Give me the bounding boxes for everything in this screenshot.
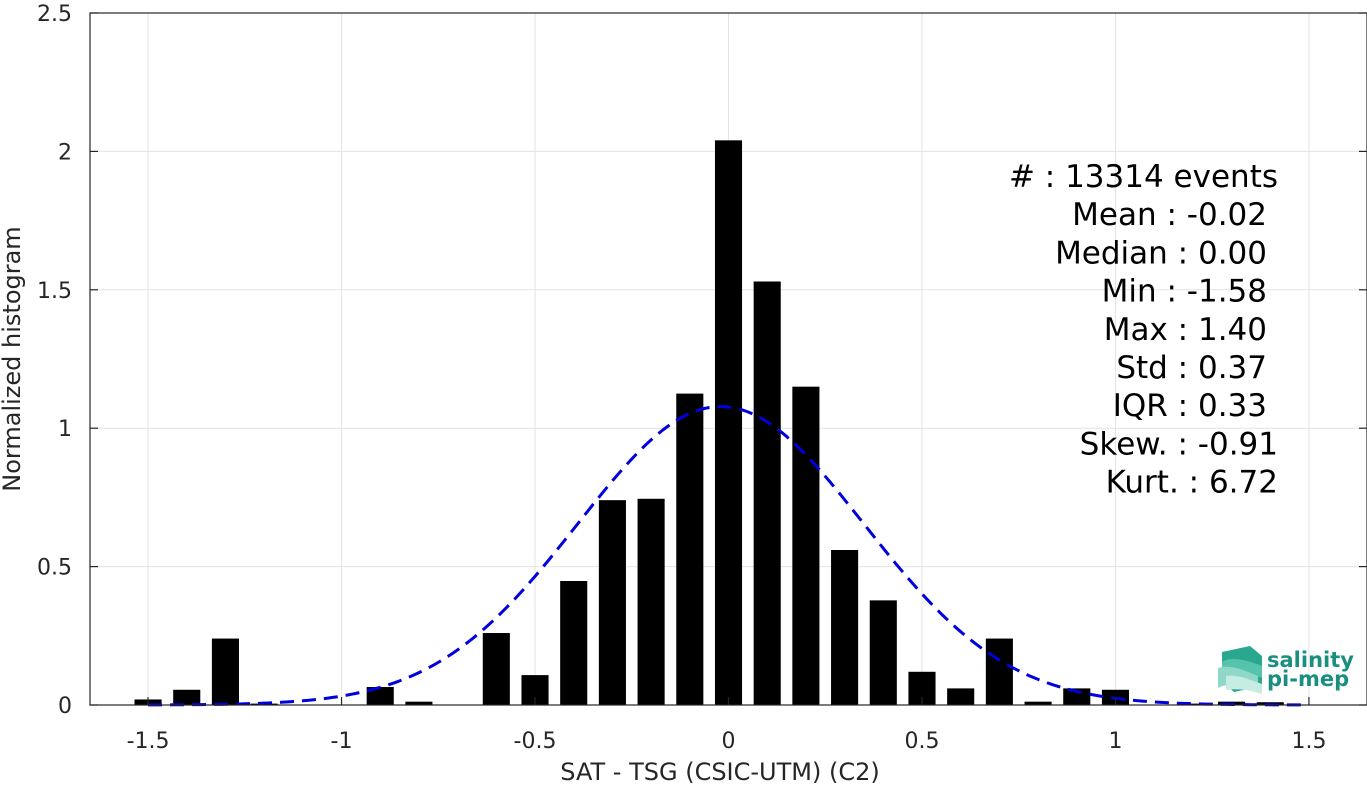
histogram-bar-19 — [869, 600, 897, 705]
stat-line-3: Min : -1.58 — [1102, 274, 1267, 310]
histogram-bar-13 — [637, 498, 665, 705]
histogram-bar-12 — [598, 500, 626, 705]
x-tick-label-1: -1 — [331, 729, 353, 754]
stat-line-8: Kurt. : 6.72 — [1106, 465, 1278, 501]
histogram-bar-7 — [405, 701, 433, 705]
histogram-bar-1 — [173, 689, 201, 705]
logo-line-1: salinity — [1267, 648, 1354, 672]
x-tick-label-0: -1.5 — [127, 729, 170, 754]
stat-line-2: Median : 0.00 — [1055, 235, 1267, 271]
histogram-bar-24 — [1063, 688, 1091, 705]
x-tick-label-5: 1 — [1108, 729, 1122, 754]
y-tick-label-4: 2 — [58, 140, 72, 165]
y-tick-label-2: 1 — [58, 417, 72, 442]
y-axis-label: Normalized histogram — [0, 226, 26, 491]
stat-line-5: Std : 0.37 — [1116, 350, 1267, 386]
salinity-pi-mep-logo: salinity pi-mep — [1218, 646, 1354, 694]
x-tick-label-2: -0.5 — [514, 729, 557, 754]
histogram-bar-2 — [211, 638, 239, 705]
stat-line-4: Max : 1.40 — [1104, 312, 1267, 348]
histogram-bar-22 — [985, 638, 1013, 705]
x-tick-label-4: 0.5 — [904, 729, 939, 754]
histogram-bars — [134, 140, 1284, 705]
histogram-bar-23 — [1024, 701, 1052, 705]
histogram-bar-6 — [366, 687, 394, 705]
y-tick-label-3: 1.5 — [37, 279, 72, 304]
x-tick-label-6: 1.5 — [1291, 729, 1326, 754]
x-tick-label-3: 0 — [722, 729, 736, 754]
histogram-bar-18 — [831, 549, 859, 705]
histogram-bar-15 — [714, 140, 743, 705]
histogram-bar-21 — [947, 688, 975, 705]
stat-line-1: Mean : -0.02 — [1072, 197, 1267, 233]
histogram-bar-14 — [676, 393, 704, 705]
logo-line-2: pi-mep — [1267, 667, 1349, 691]
histogram-bar-11 — [560, 580, 588, 705]
stat-line-7: Skew. : -0.91 — [1080, 426, 1278, 462]
x-axis-label: SAT - TSG (CSIC-UTM) (C2) — [560, 758, 879, 785]
stat-line-0: # : 13314 events — [1009, 159, 1278, 195]
y-tick-label-0: 0 — [58, 694, 72, 719]
x-tick-labels: -1.5 -1 -0.5 0 0.5 1 1.5 — [127, 729, 1327, 754]
histogram-bar-17 — [792, 386, 820, 705]
histogram-bar-9 — [482, 633, 510, 705]
axis-ticks — [90, 12, 1367, 706]
stat-line-6: IQR : 0.33 — [1113, 388, 1267, 424]
y-tick-label-1: 0.5 — [37, 556, 72, 581]
histogram-bar-16 — [753, 281, 781, 705]
y-tick-label-5: 2.5 — [37, 2, 72, 27]
logo-mark-icon — [1218, 646, 1262, 694]
y-tick-labels: 0 0.5 1 1.5 2 2.5 — [37, 2, 72, 719]
histogram-bar-27 — [1179, 703, 1207, 705]
